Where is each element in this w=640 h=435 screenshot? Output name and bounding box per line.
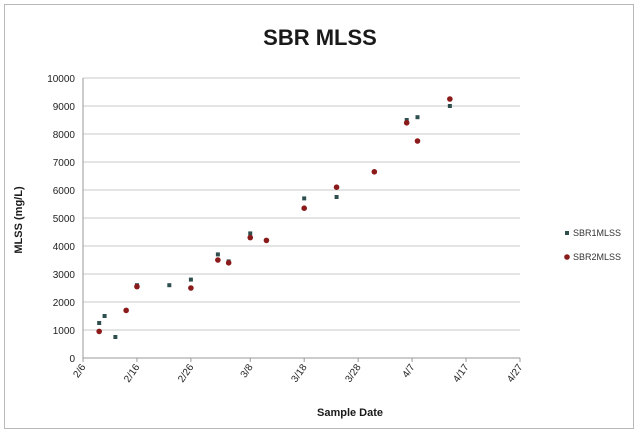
sbr1-point	[302, 196, 307, 201]
y-tick-label: 4000	[53, 242, 76, 253]
legend-label: SBR2MLSS	[573, 252, 621, 262]
sbr1-point	[97, 321, 102, 325]
sbr1-point	[102, 314, 107, 318]
chart-svg: SBR MLSS Sample Date MLSS (mg/L) 0 1000 20…	[13, 25, 621, 419]
legend-label: SBR1MLSS	[573, 228, 621, 238]
chart-frame: SBR MLSS Sample Date MLSS (mg/L) 0 1000 20…	[4, 4, 634, 429]
axis-layer: 0 1000 2000 3000 4000 5000 6000 7000 8000 9000 100…	[47, 74, 526, 385]
sbr1-point	[188, 277, 193, 282]
sbr2-point	[123, 307, 129, 314]
y-tick-label: 9000	[53, 102, 76, 113]
y-tick-label: 10000	[47, 74, 75, 85]
points-layer	[96, 96, 453, 339]
y-tick-label: 6000	[53, 186, 76, 197]
grid-layer	[83, 77, 520, 331]
legend-marker-sbr2	[564, 254, 570, 260]
x-tick-label: 4/7	[401, 362, 418, 380]
sbr2-point	[263, 237, 270, 244]
sbr1-point	[248, 231, 253, 236]
sbr2-point	[371, 169, 378, 175]
x-tick-label: 4/27	[505, 362, 525, 385]
sbr2-point	[247, 234, 254, 241]
sbr2-point	[333, 184, 340, 190]
sbr1-point	[404, 118, 409, 122]
x-tick-label: 2/16	[122, 362, 142, 385]
y-tick-label: 3000	[53, 270, 76, 281]
sbr2-point	[188, 285, 194, 291]
y-tick-label: 5000	[53, 214, 76, 225]
sbr1-point	[415, 115, 420, 120]
y-axis-title: MLSS (mg/L)	[13, 186, 25, 254]
x-tick-label: 3/8	[239, 362, 256, 380]
sbr2-point	[403, 120, 410, 126]
x-axis-title: Sample Date	[317, 407, 383, 419]
y-tick-label: 2000	[53, 298, 76, 309]
legend-marker-sbr1	[565, 231, 569, 235]
y-tick-label: 1000	[53, 326, 76, 337]
sbr1-point	[447, 104, 452, 108]
legend: SBR1MLSS SBR2MLSS	[564, 228, 621, 262]
sbr2-point	[225, 260, 232, 266]
y-tick-label: 7000	[53, 158, 76, 169]
sbr2-point	[301, 205, 307, 211]
sbr2-point	[414, 138, 421, 144]
sbr1-point	[215, 252, 220, 257]
chart-title: SBR MLSS	[263, 25, 377, 50]
sbr2-point	[215, 257, 221, 263]
sbr1-point	[334, 195, 339, 199]
sbr2-point	[134, 283, 140, 290]
y-tick-label: 8000	[53, 130, 76, 141]
x-tick-label: 2/26	[176, 362, 196, 385]
sbr2-point	[447, 96, 453, 102]
sbr2-point	[96, 328, 102, 335]
sbr1-point	[167, 283, 172, 288]
x-tick-label: 3/28	[343, 362, 363, 385]
x-tick-label: 4/17	[451, 362, 471, 385]
sbr1-point	[113, 335, 118, 339]
y-tick-label: 0	[69, 354, 75, 365]
x-tick-label: 3/18	[289, 362, 309, 385]
